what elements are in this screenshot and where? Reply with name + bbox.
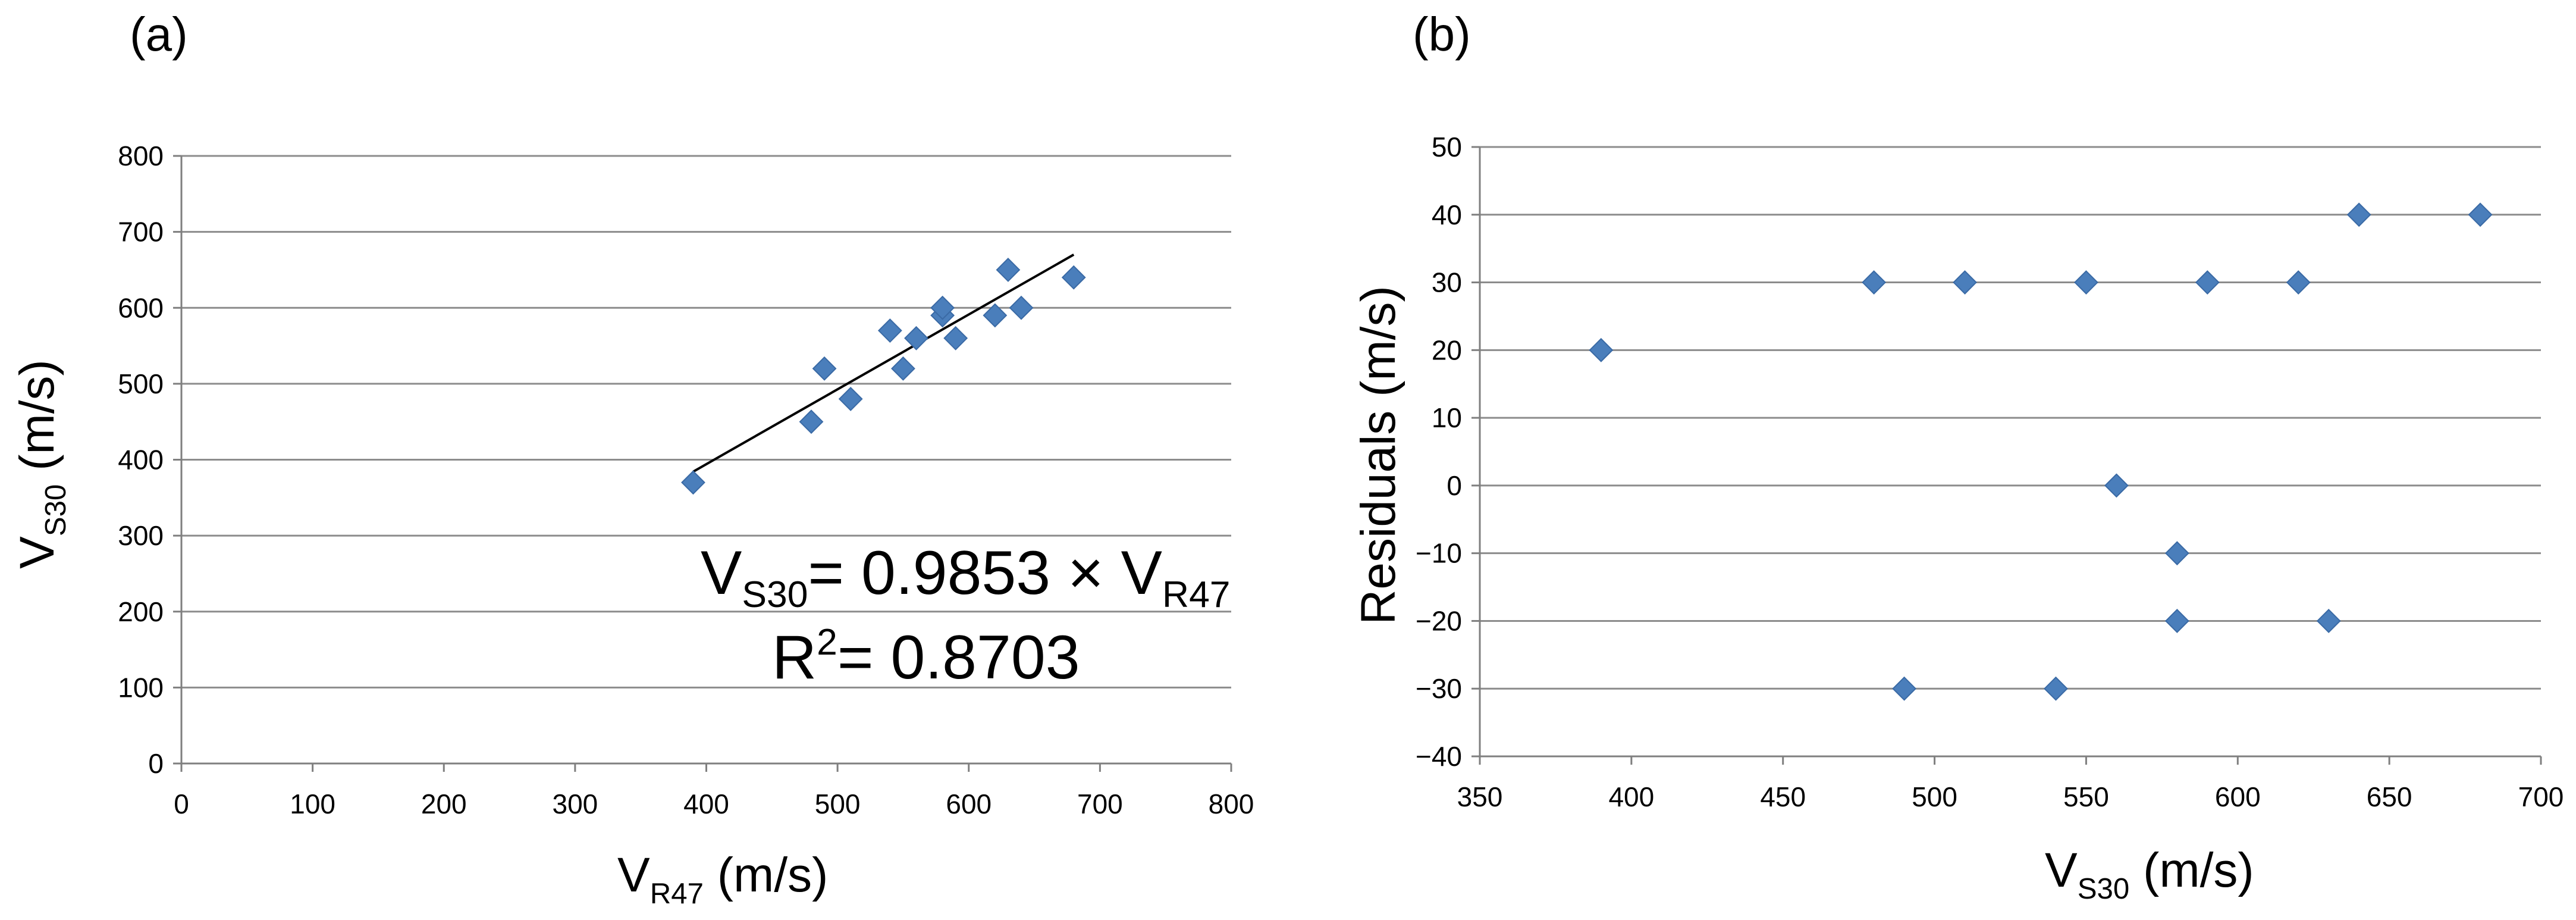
data-point: [2074, 270, 2098, 295]
data-point: [681, 470, 705, 495]
chart-b: (b) −40 −30 −20 −10 0 10 20 30 40 50 350 400 450 500…: [1351, 8, 2564, 905]
gridlines-a: [181, 155, 1231, 689]
y-tick-label: −10: [1416, 538, 1462, 569]
y-tick-label: 500: [118, 368, 164, 399]
y-tick-label: 200: [118, 596, 164, 627]
y-tick-label: 100: [118, 672, 164, 703]
x-tick-label: 300: [553, 788, 598, 819]
points-b: [1589, 202, 2493, 701]
x-tick-label: 500: [815, 788, 861, 819]
x-tick-label: 450: [1760, 781, 1806, 812]
trendline-a: [692, 254, 1075, 473]
y-axis-label-a: VS30 (m/s): [10, 359, 72, 569]
x-tick-label: 600: [946, 788, 992, 819]
y-tick-label: 0: [1447, 470, 1462, 501]
data-point: [2164, 541, 2189, 566]
y-tick-label: −30: [1416, 673, 1462, 704]
x-tick-label: 100: [290, 788, 335, 819]
data-point: [904, 326, 928, 351]
x-axis-label-a: VR47 (m/s): [617, 848, 828, 910]
equation-label: VS30= 0.9853 × VR47: [701, 539, 1230, 615]
x-tick-label: 500: [1912, 781, 1957, 812]
data-point: [2044, 676, 2068, 701]
y-tick-label: 30: [1432, 267, 1462, 298]
points-a: [681, 258, 1086, 495]
y-axis-label-b: Residuals (m/s): [1351, 286, 1405, 625]
x-tick-label: 800: [1209, 788, 1254, 819]
y-tick-label: 300: [118, 520, 164, 551]
x-tick-label: 550: [2063, 781, 2109, 812]
y-tick-label: −20: [1416, 605, 1462, 636]
x-ticks-a: 0 100 200 300 400 500 600 700 800: [174, 763, 1254, 819]
data-point: [2195, 270, 2220, 295]
y-tick-label: 800: [118, 140, 164, 171]
data-point: [983, 303, 1008, 328]
data-point: [943, 326, 968, 351]
data-point: [2164, 609, 2189, 633]
x-tick-label: 600: [2215, 781, 2261, 812]
chart-a: (a) 0 100 200 300 400 500 600 700 800 0 100 200 300…: [10, 8, 1254, 910]
data-point: [799, 409, 824, 434]
x-tick-label: 0: [174, 788, 189, 819]
data-point: [930, 295, 955, 320]
data-point: [2286, 270, 2311, 295]
y-tick-label: 20: [1432, 334, 1462, 365]
y-tick-label: 700: [118, 217, 164, 248]
data-point: [2316, 609, 2341, 633]
r-squared-label: R2= 0.8703: [772, 622, 1080, 692]
data-point: [1892, 676, 1917, 701]
data-point: [812, 356, 837, 381]
y-ticks-a: 0 100 200 300 400 500 600 700 800: [118, 140, 181, 779]
data-point: [1862, 270, 1887, 295]
x-ticks-b: 350 400 450 500 550 600 650 700: [1457, 756, 2564, 812]
data-point: [1953, 270, 1977, 295]
data-point: [2346, 202, 2371, 227]
data-point: [891, 356, 915, 381]
y-tick-label: 10: [1432, 402, 1462, 433]
x-tick-label: 400: [683, 788, 729, 819]
data-point: [838, 386, 863, 411]
data-point: [2104, 473, 2129, 498]
x-tick-label: 350: [1457, 781, 1503, 812]
gridlines-b: [1480, 146, 2541, 690]
y-tick-label: 600: [118, 292, 164, 323]
data-point: [1009, 295, 1034, 320]
y-tick-label: 50: [1432, 132, 1462, 162]
y-ticks-b: −40 −30 −20 −10 0 10 20 30 40 50: [1416, 132, 1480, 772]
y-tick-label: 400: [118, 445, 164, 475]
data-point: [1589, 337, 1614, 362]
data-point: [877, 318, 902, 343]
data-point: [1061, 265, 1086, 290]
x-tick-label: 200: [421, 788, 467, 819]
x-tick-label: 700: [1077, 788, 1123, 819]
panel-label-b: (b): [1413, 8, 1471, 61]
data-point: [2468, 202, 2493, 227]
y-tick-label: 40: [1432, 199, 1462, 230]
y-tick-label: 0: [148, 748, 164, 779]
data-point: [996, 258, 1021, 282]
x-tick-label: 700: [2518, 781, 2564, 812]
x-tick-label: 650: [2367, 781, 2412, 812]
x-tick-label: 400: [1608, 781, 1654, 812]
panel-label-a: (a): [130, 8, 188, 61]
x-axis-label-b: VS30 (m/s): [2045, 843, 2254, 905]
y-tick-label: −40: [1416, 741, 1462, 772]
